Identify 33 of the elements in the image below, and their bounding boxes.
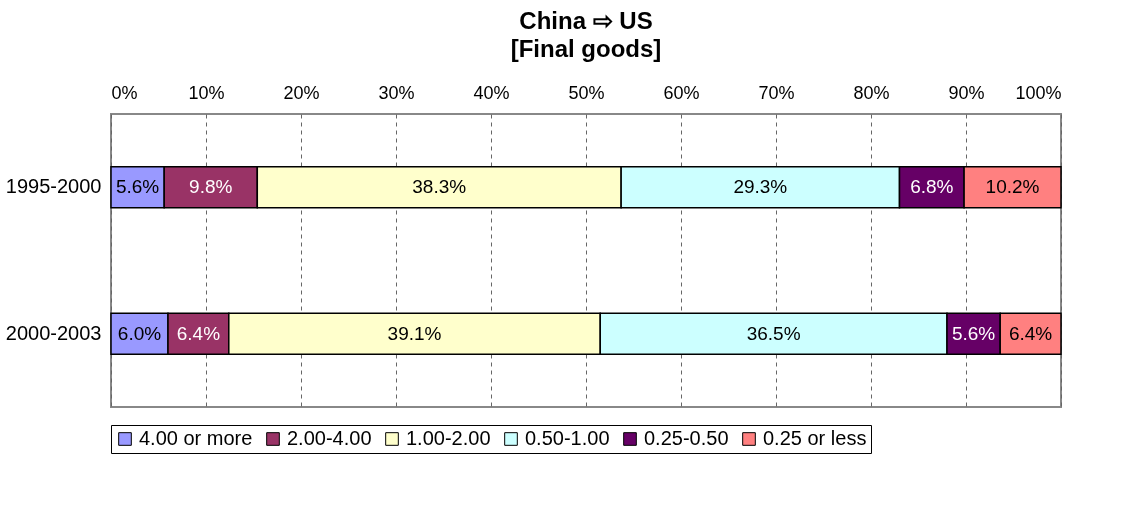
x-tick-label: 50%	[568, 82, 605, 103]
x-tick-label: 0%	[111, 82, 138, 103]
y-tick-label: 1995-2000	[5, 175, 102, 198]
data-label: 39.1%	[387, 322, 442, 344]
x-tick-label: 60%	[663, 82, 700, 103]
x-tick-label: 30%	[378, 82, 415, 103]
data-label: 36.5%	[746, 322, 801, 344]
legend-label: 0.25 or less	[763, 427, 867, 449]
legend-label: 4.00 or more	[139, 427, 253, 449]
data-label: 6.4%	[176, 322, 221, 344]
data-label: 6.0%	[117, 322, 162, 344]
data-label: 10.2%	[985, 176, 1040, 198]
x-tick-label: 90%	[948, 82, 985, 103]
data-label: 6.8%	[910, 176, 954, 198]
chart-title: China ⇨ US	[519, 7, 653, 34]
y-tick-label: 2000-2003	[5, 321, 102, 344]
legend-label: 2.00-4.00	[287, 427, 372, 449]
x-tick-label: 80%	[853, 82, 890, 103]
x-tick-label: 100%	[1015, 82, 1062, 103]
legend-label: 0.25-0.50	[644, 427, 729, 449]
x-tick-label: 10%	[188, 82, 225, 103]
data-label: 5.6%	[951, 322, 996, 344]
x-tick-label: 40%	[473, 82, 510, 103]
legend-label: 0.50-1.00	[525, 427, 610, 449]
data-label: 29.3%	[733, 176, 788, 198]
chart-subtitle: [Final goods]	[510, 35, 662, 62]
data-label: 38.3%	[412, 176, 467, 198]
x-tick-label: 70%	[758, 82, 795, 103]
data-label: 9.8%	[189, 176, 233, 198]
data-label: 6.4%	[1008, 322, 1053, 344]
data-label: 5.6%	[115, 176, 160, 198]
x-tick-label: 20%	[283, 82, 320, 103]
legend-label: 1.00-2.00	[406, 427, 491, 449]
